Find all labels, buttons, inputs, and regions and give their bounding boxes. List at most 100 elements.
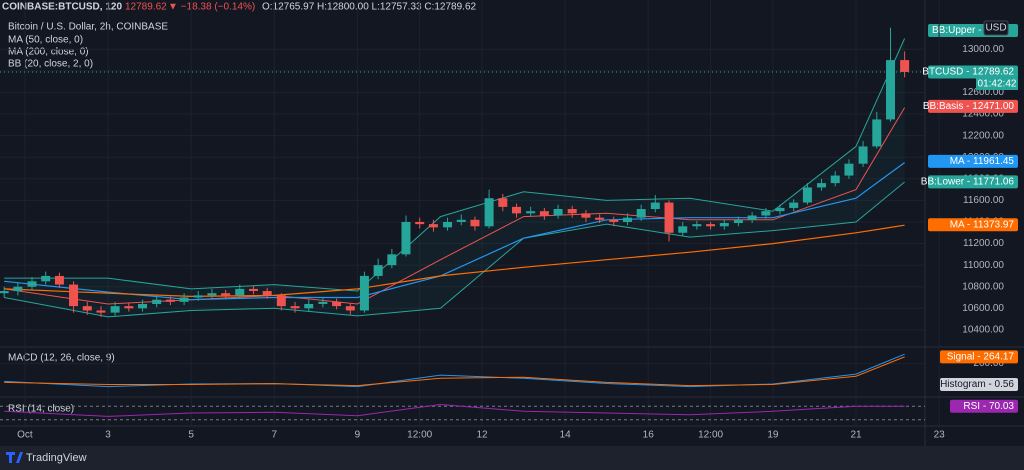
logo-mark [6, 452, 23, 463]
macd-tick-label: 200.00 [973, 358, 1004, 369]
price-label: BB:Lower - 11771.06 [921, 177, 1015, 188]
legend-bb: BB (20, close, 2, 0) [8, 59, 93, 70]
macd-label-box [940, 350, 1018, 364]
macd-label: Histogram - 0.56 [940, 379, 1014, 390]
change: ▼ −18.38 (−0.14%) [168, 2, 255, 13]
candle-body [539, 211, 549, 216]
x-tick-label: Oct [17, 430, 33, 441]
candle-body [276, 295, 286, 307]
rsi-line [4, 403, 905, 417]
candle-body [262, 291, 272, 296]
rsi-label: RSI - 70.03 [963, 401, 1014, 412]
candle-body [235, 288, 245, 296]
moving-average [4, 162, 905, 301]
candle-body [54, 275, 64, 285]
candle-body [581, 213, 591, 218]
candle-body [415, 221, 425, 225]
rsi-title: RSI (14, close) [8, 404, 74, 415]
x-tick-label: 3 [105, 430, 111, 441]
macd-label-box [940, 377, 1018, 391]
price-label: MA - 11373.97 [950, 219, 1015, 230]
y-tick-label: 11000.00 [963, 260, 1004, 271]
candle-body [622, 217, 632, 222]
candle-body [761, 211, 771, 216]
candle-body [719, 223, 729, 227]
candle-body [830, 175, 840, 184]
candle-body [706, 224, 716, 227]
candle-body [345, 306, 355, 311]
candle-body [207, 293, 217, 296]
candle-body [359, 275, 369, 311]
rsi-label-box [950, 399, 1018, 413]
candle-body [553, 209, 563, 216]
x-tick-label: 9 [355, 430, 361, 441]
candle-body [248, 288, 258, 292]
price-label: MA - 11961.45 [950, 156, 1015, 167]
y-tick-label: 11600.00 [963, 195, 1004, 206]
legend-ma200: MA (200, close, 0) [8, 47, 89, 58]
bb-lower [4, 181, 905, 318]
candle-body [179, 297, 189, 302]
footer-bar [0, 446, 1024, 470]
brand: TradingView [26, 452, 87, 464]
price: 12789.62 [125, 2, 167, 13]
price-label-box [928, 218, 1018, 232]
macd-line [4, 356, 905, 387]
price-label-box [928, 154, 1018, 168]
candle-body [498, 198, 508, 207]
candle-body [304, 303, 314, 309]
currency[interactable]: USD [985, 23, 1006, 34]
candle-body [387, 254, 397, 266]
bb-fill [4, 38, 905, 317]
candle-body [401, 221, 411, 255]
candle-body [318, 301, 328, 304]
candle-body [844, 163, 854, 176]
candle-body [692, 224, 702, 227]
y-tick-label: 12200.00 [962, 130, 1004, 141]
candle-body [165, 299, 175, 302]
y-tick-label: 10800.00 [962, 281, 1004, 292]
logo [6, 452, 23, 463]
candle-body [69, 284, 79, 307]
candle-body [650, 202, 660, 210]
candle-body [858, 146, 868, 164]
candle-body [96, 310, 106, 313]
candle-body [13, 286, 23, 292]
y-tick-label: 10400.00 [962, 325, 1004, 336]
ohlc: O:12765.97 H:12800.00 L:12757.33 C:12789… [262, 2, 477, 13]
currency-box[interactable] [983, 20, 1009, 36]
price-label-box [928, 65, 1018, 79]
price-label-box [928, 99, 1018, 113]
price-label: BTCUSD - 12789.62 [922, 67, 1014, 78]
candle-body [512, 206, 522, 214]
candle-body [27, 281, 37, 287]
candle-body [0, 291, 9, 294]
candle-body [428, 224, 438, 228]
timer: 01:42:42 [978, 79, 1017, 90]
candle-body [221, 293, 231, 296]
candle-body [332, 301, 342, 307]
candle-body [747, 215, 757, 220]
candle-body [110, 306, 120, 313]
candle-body [900, 60, 910, 72]
price-label-box [928, 175, 1018, 189]
candle-body [82, 306, 92, 311]
candle-body [789, 202, 799, 208]
candle-body [595, 217, 605, 220]
x-tick-label: 12 [476, 430, 488, 441]
x-tick-label: 12:00 [407, 430, 432, 441]
x-tick-label: 12:00 [698, 430, 723, 441]
symbol: COINBASE:BTCUSD, 120 [2, 2, 122, 13]
x-tick-label: 21 [850, 430, 862, 441]
timer-box [976, 78, 1018, 91]
candle-body [443, 221, 453, 228]
y-tick-label: 13000.00 [962, 44, 1004, 55]
y-tick-label: 10600.00 [962, 303, 1004, 314]
candle-body [290, 306, 300, 309]
candle-body [817, 183, 827, 188]
x-tick-label: 7 [271, 430, 277, 441]
x-tick-label: 5 [188, 430, 194, 441]
